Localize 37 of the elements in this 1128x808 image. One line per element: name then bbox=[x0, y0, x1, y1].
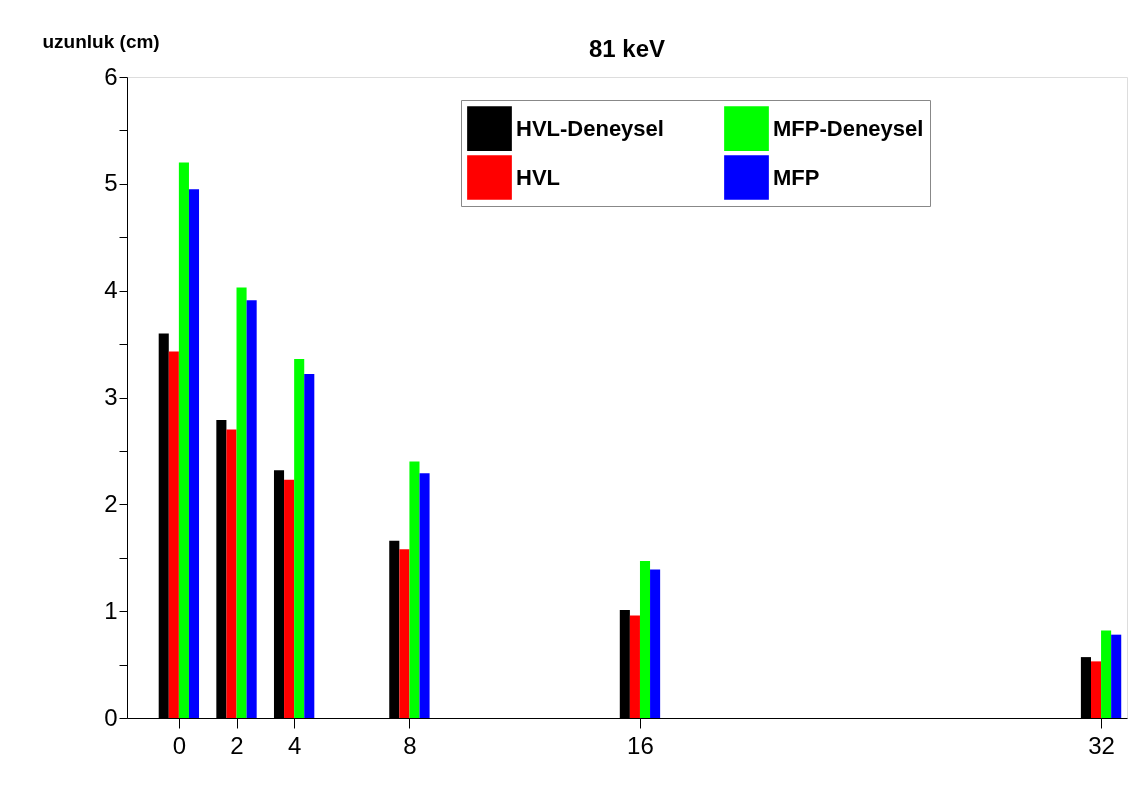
x-tick-label: 4 bbox=[287, 731, 302, 759]
y-tick-label: 4 bbox=[104, 276, 118, 304]
bar bbox=[419, 473, 430, 718]
bar bbox=[178, 162, 189, 718]
bar bbox=[1090, 661, 1102, 718]
bar bbox=[226, 429, 237, 718]
legend-label: HVL-Deneysel bbox=[516, 115, 664, 141]
bar bbox=[284, 479, 295, 718]
bar bbox=[188, 189, 200, 718]
y-axis-title: uzunluk (cm) bbox=[42, 30, 160, 52]
x-tick-label: 2 bbox=[230, 731, 244, 759]
legend-label: MFP bbox=[773, 164, 820, 190]
bar bbox=[236, 287, 247, 718]
bar bbox=[409, 461, 420, 718]
bar bbox=[246, 300, 257, 718]
bar bbox=[1111, 634, 1122, 718]
legend-label: HVL bbox=[516, 164, 560, 190]
y-tick-label: 1 bbox=[104, 596, 118, 624]
y-tick-label: 2 bbox=[104, 489, 118, 517]
x-tick-label: 0 bbox=[172, 731, 187, 759]
bar bbox=[304, 374, 315, 718]
x-tick-label: 32 bbox=[1088, 731, 1115, 759]
y-tick-label: 5 bbox=[104, 169, 118, 197]
bar bbox=[294, 359, 305, 718]
legend-label: MFP-Deneysel bbox=[773, 115, 924, 141]
bar bbox=[399, 549, 410, 718]
x-tick-label: 16 bbox=[627, 731, 654, 759]
bar bbox=[650, 569, 661, 718]
x-tick-label: 8 bbox=[403, 731, 417, 759]
bar bbox=[629, 615, 640, 718]
bar bbox=[168, 351, 179, 718]
bar bbox=[1101, 630, 1112, 718]
y-tick-label: 6 bbox=[104, 62, 118, 90]
bar bbox=[639, 560, 651, 718]
y-tick-label: 3 bbox=[104, 383, 118, 410]
y-tick-label: 0 bbox=[104, 703, 118, 731]
chart-title: 81 keV bbox=[588, 35, 666, 62]
